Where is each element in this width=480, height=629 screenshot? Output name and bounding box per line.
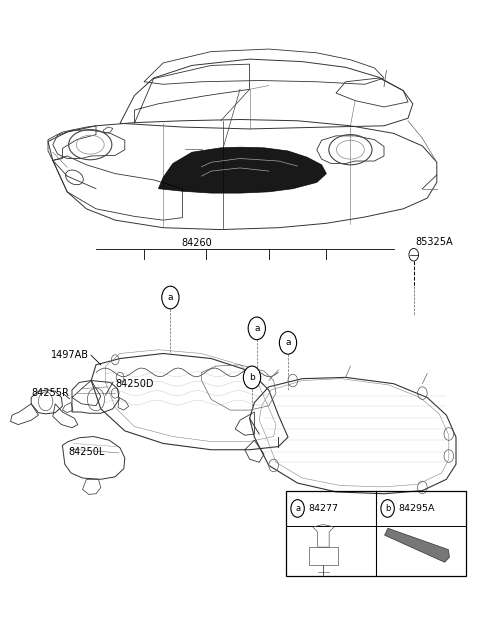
- Text: 85325A: 85325A: [415, 237, 453, 247]
- Text: b: b: [385, 504, 390, 513]
- Text: 84250D: 84250D: [115, 379, 154, 389]
- Circle shape: [409, 248, 419, 261]
- Polygon shape: [384, 528, 449, 562]
- Circle shape: [248, 317, 265, 340]
- Text: 84260: 84260: [181, 238, 212, 248]
- Circle shape: [381, 499, 395, 517]
- Circle shape: [291, 499, 304, 517]
- Text: a: a: [285, 338, 291, 347]
- Polygon shape: [158, 147, 326, 193]
- Text: b: b: [249, 373, 255, 382]
- Text: 84295A: 84295A: [398, 504, 435, 513]
- Bar: [286, 491, 466, 576]
- Text: a: a: [168, 293, 173, 302]
- Circle shape: [162, 286, 179, 309]
- Text: 1497AB: 1497AB: [50, 350, 89, 360]
- Bar: [309, 547, 338, 565]
- Text: a: a: [254, 324, 260, 333]
- Circle shape: [279, 331, 297, 354]
- Circle shape: [243, 366, 261, 389]
- Text: a: a: [295, 504, 300, 513]
- Text: 84255R: 84255R: [31, 388, 69, 398]
- Text: 84277: 84277: [309, 504, 339, 513]
- Text: 84250L: 84250L: [68, 447, 105, 457]
